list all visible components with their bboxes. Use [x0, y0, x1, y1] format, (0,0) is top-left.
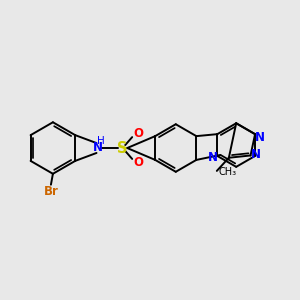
Text: N: N [255, 130, 265, 144]
Text: O: O [133, 127, 143, 140]
Text: S: S [117, 140, 128, 155]
Text: Br: Br [44, 185, 59, 198]
Text: CH₃: CH₃ [219, 167, 237, 177]
Text: O: O [133, 156, 143, 170]
Text: N: N [208, 152, 218, 164]
Text: N: N [250, 148, 260, 161]
Text: N: N [92, 140, 103, 154]
Text: H: H [97, 136, 104, 146]
